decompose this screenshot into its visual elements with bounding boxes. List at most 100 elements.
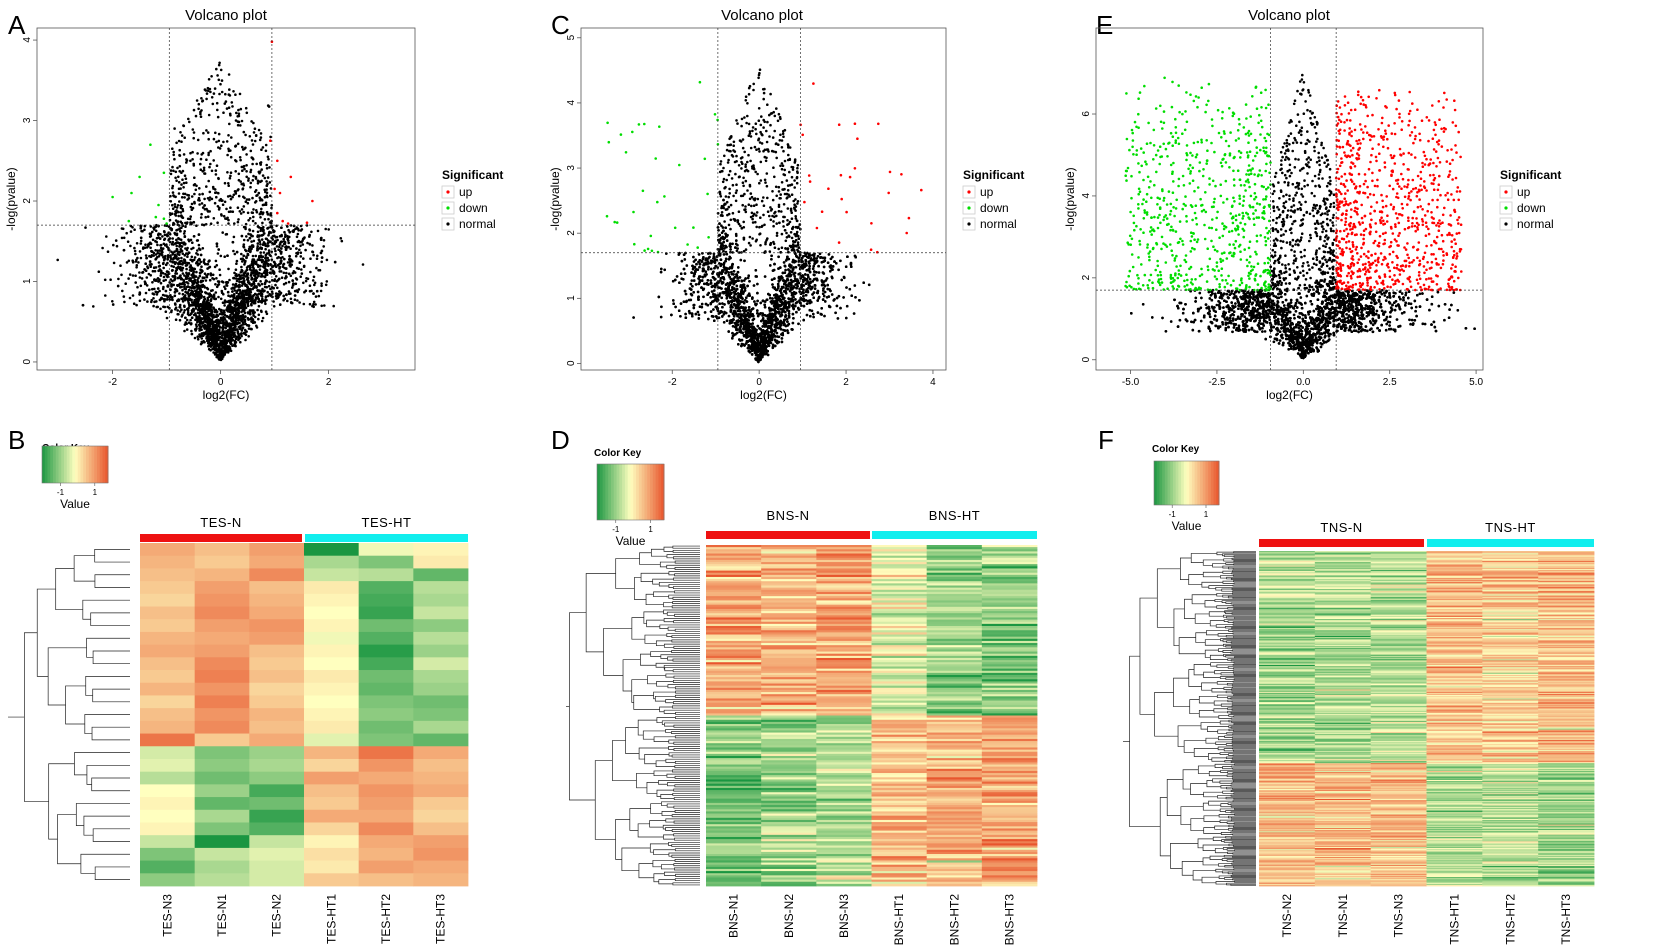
normal-point <box>259 226 263 230</box>
normal-point <box>218 307 221 311</box>
y-axis-label: -log(pvalue) <box>4 167 18 230</box>
normal-point <box>187 117 190 121</box>
normal-point <box>243 263 246 266</box>
normal-point <box>183 329 186 333</box>
normal-point <box>232 276 236 280</box>
normal-point <box>134 281 137 284</box>
normal-point <box>239 212 243 215</box>
normal-point <box>243 167 246 171</box>
normal-point <box>151 287 154 291</box>
normal-point <box>267 157 270 161</box>
normal-point <box>217 139 221 143</box>
normal-point <box>221 319 225 322</box>
normal-point <box>125 231 128 235</box>
normal-point <box>160 251 163 255</box>
normal-point <box>246 211 250 215</box>
normal-point <box>200 337 204 340</box>
normal-point <box>267 249 271 252</box>
normal-point <box>177 139 181 143</box>
normal-point <box>224 287 227 291</box>
normal-point <box>175 244 178 248</box>
normal-point <box>246 311 250 314</box>
normal-point <box>240 234 244 238</box>
normal-point <box>183 305 186 309</box>
normal-point <box>198 258 201 262</box>
normal-point <box>256 242 260 245</box>
normal-point <box>231 290 234 293</box>
normal-point <box>201 247 205 250</box>
normal-point <box>247 232 250 236</box>
normal-point <box>293 271 297 274</box>
normal-point <box>266 239 270 242</box>
normal-point <box>239 324 242 328</box>
normal-point <box>149 225 153 228</box>
normal-point <box>257 313 261 317</box>
normal-point <box>202 331 205 335</box>
normal-point <box>217 132 221 136</box>
normal-point <box>180 214 183 217</box>
normal-point <box>293 294 297 297</box>
normal-point <box>306 277 310 281</box>
normal-point <box>287 290 291 293</box>
normal-point <box>162 266 165 270</box>
normal-point <box>255 162 258 166</box>
normal-point <box>214 333 218 336</box>
normal-point <box>192 246 195 250</box>
normal-point <box>242 304 245 307</box>
normal-point <box>153 278 156 281</box>
normal-point <box>217 146 220 149</box>
normal-point <box>185 263 189 267</box>
normal-point <box>302 237 306 240</box>
normal-point <box>245 170 248 173</box>
normal-point <box>112 243 115 247</box>
normal-point <box>176 252 179 256</box>
normal-point <box>252 174 255 178</box>
normal-point <box>320 249 324 253</box>
normal-point <box>174 195 177 199</box>
normal-point <box>176 284 179 287</box>
up-point <box>278 191 282 195</box>
normal-point <box>223 304 226 307</box>
normal-point <box>194 275 198 278</box>
normal-point <box>135 264 139 267</box>
normal-point <box>215 101 219 105</box>
normal-point <box>232 193 236 197</box>
normal-point <box>203 262 207 266</box>
normal-point <box>193 336 197 340</box>
normal-point <box>283 297 287 301</box>
normal-point <box>299 251 303 254</box>
normal-point <box>169 260 172 263</box>
normal-point <box>267 217 270 221</box>
normal-point <box>186 308 189 311</box>
normal-point <box>297 267 301 271</box>
y-tick-label: 1 <box>22 278 33 284</box>
normal-point <box>298 301 301 304</box>
normal-point <box>241 187 244 191</box>
normal-point <box>241 269 244 273</box>
normal-point <box>260 148 263 151</box>
normal-point <box>209 222 213 225</box>
normal-point <box>180 249 184 253</box>
normal-point <box>157 261 161 264</box>
normal-point <box>204 215 207 219</box>
normal-point <box>214 259 218 263</box>
normal-point <box>177 313 180 316</box>
normal-point <box>119 264 122 268</box>
normal-point <box>194 307 198 310</box>
normal-point <box>301 243 305 246</box>
normal-point <box>199 168 203 171</box>
normal-point <box>171 237 174 240</box>
normal-point <box>271 286 275 290</box>
normal-point <box>268 166 271 169</box>
normal-point <box>177 187 181 191</box>
normal-point <box>265 271 269 274</box>
normal-point <box>196 239 200 242</box>
normal-point <box>294 282 298 286</box>
normal-point <box>231 240 235 244</box>
normal-point <box>264 149 268 153</box>
normal-point <box>264 244 267 247</box>
normal-point <box>278 242 282 246</box>
normal-point <box>225 207 228 211</box>
normal-point <box>138 271 141 274</box>
normal-point <box>218 358 221 361</box>
